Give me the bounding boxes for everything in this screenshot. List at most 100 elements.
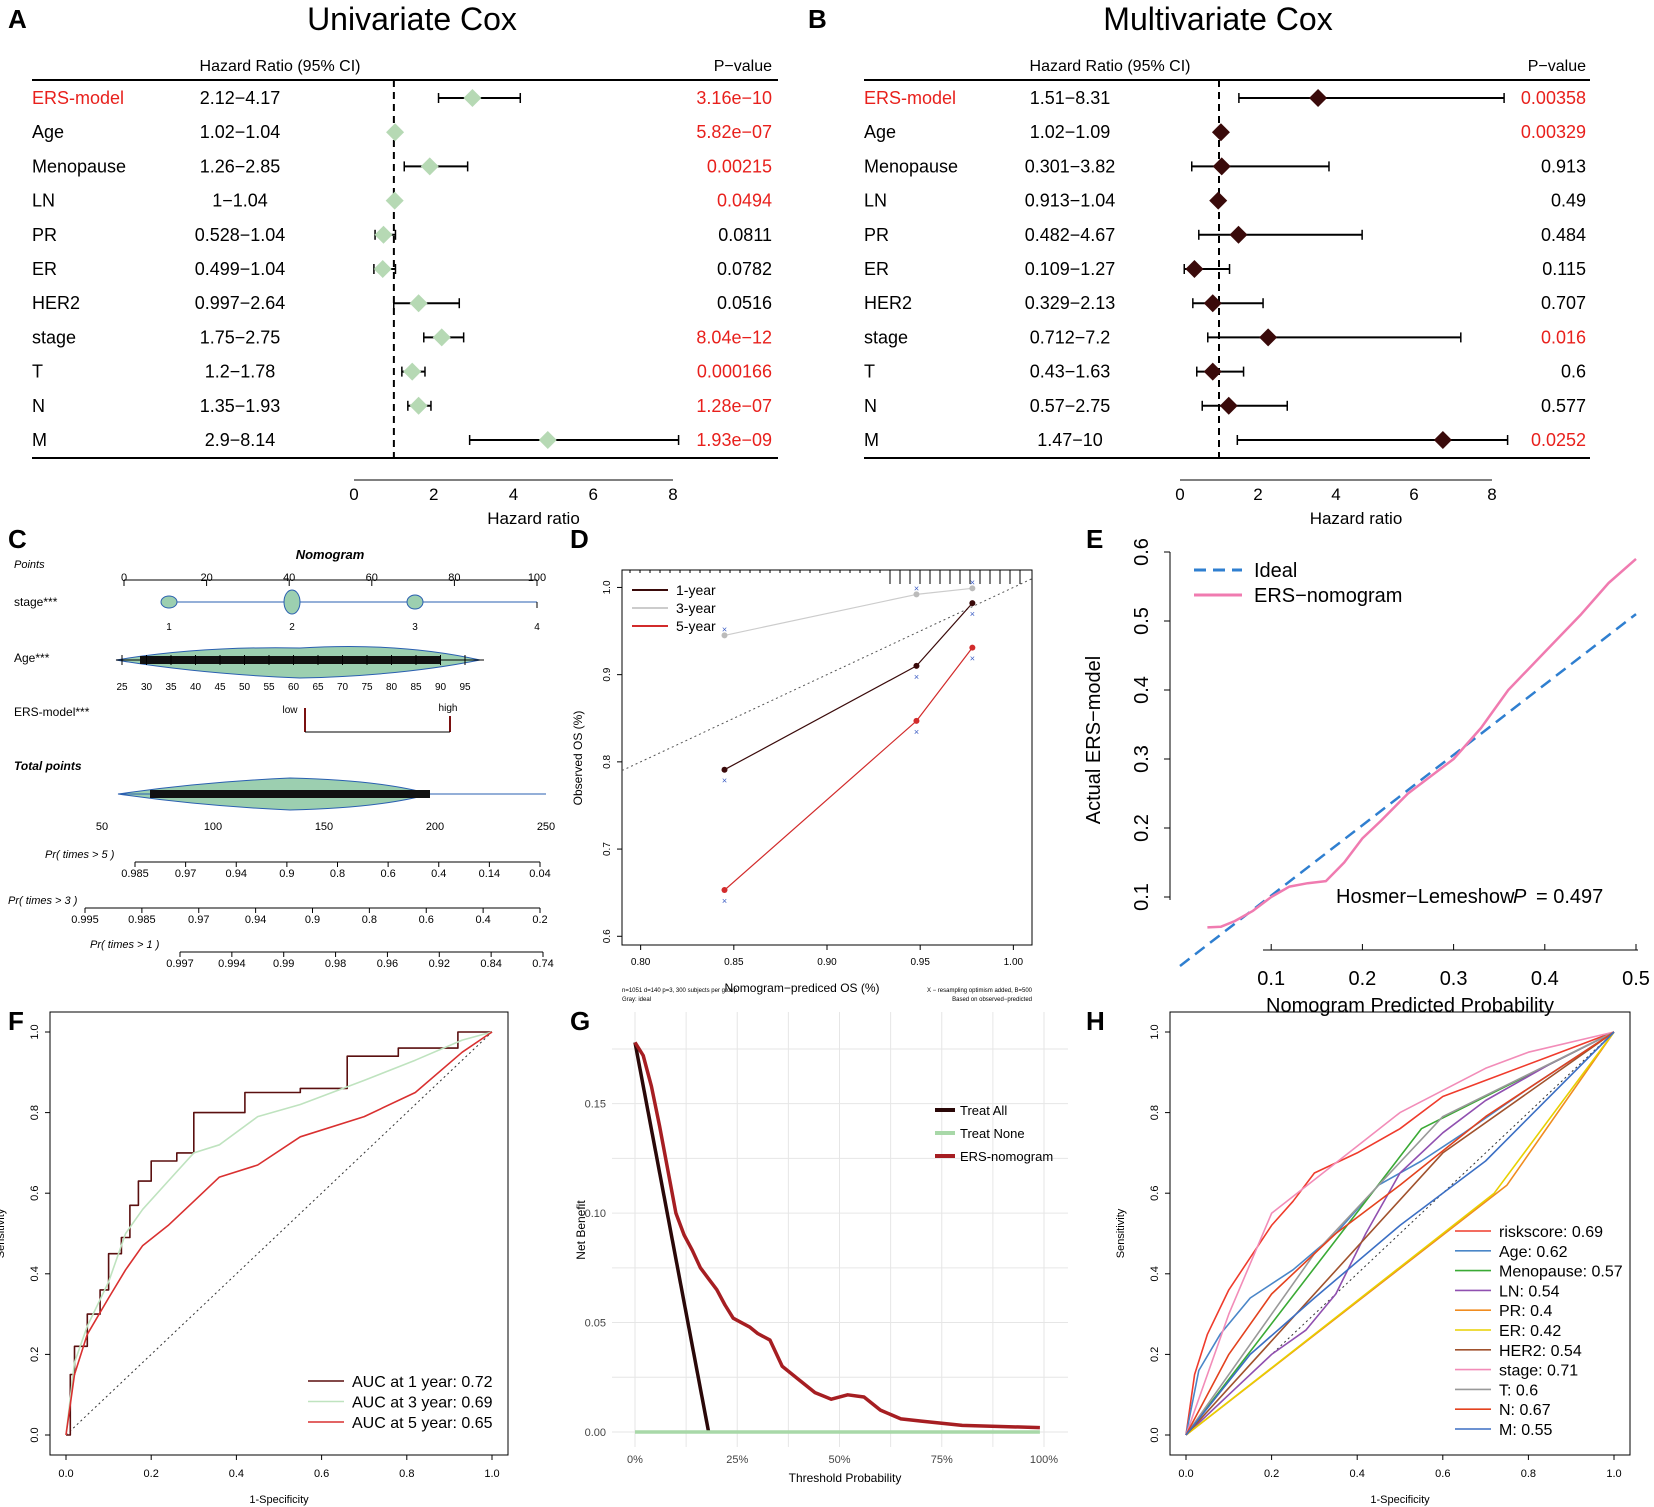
forest-row-name: PR — [864, 225, 889, 245]
forest-row-ci: 0.57−2.75 — [1030, 396, 1111, 416]
nomogram-age-tick-label: 25 — [116, 682, 128, 693]
nomogram-age-tick-label: 30 — [141, 682, 153, 693]
roc-h-curve — [1185, 1031, 1615, 1436]
nomogram-pr5-tick-label: 0.6 — [380, 868, 395, 880]
roc-f-y-tick-label: 0.8 — [29, 1105, 41, 1120]
forest-x-label-a: Hazard ratio — [487, 509, 580, 528]
forest-row-pvalue: 0.49 — [1551, 191, 1586, 211]
forest-estimate-marker — [1203, 294, 1222, 313]
nomogram-pr1-tick-label: 0.99 — [273, 958, 294, 970]
dca-legend-label: Treat All — [960, 1103, 1007, 1118]
nomogram-pr5-tick-label: 0.94 — [226, 868, 247, 880]
roc-h-x-tick-label: 0.6 — [1435, 1468, 1450, 1480]
panel-label-d: D — [570, 524, 589, 554]
dca-curve — [633, 1041, 1040, 1430]
forest-row-pvalue: 0.707 — [1541, 293, 1586, 313]
calib-x-label: Nomogram−prediced OS (%) — [724, 981, 879, 995]
nomogram-total-tick-label: 50 — [96, 821, 108, 833]
nomogram-age-tick-label: 35 — [165, 682, 177, 693]
calib-y-tick-label: 0.8 — [602, 754, 613, 768]
roc-f-x-tick-label: 0.8 — [399, 1468, 414, 1480]
nomogram-pr5-tick-label: 0.04 — [529, 868, 550, 880]
nomogram-age-tick-label: 75 — [361, 682, 373, 693]
forest-x-tick-label: 0 — [349, 485, 358, 504]
nomogram-total-rug — [150, 790, 430, 798]
forest-row-name: T — [864, 362, 875, 382]
calib-series-3-year — [724, 587, 973, 636]
dca-x-tick-label: 75% — [931, 1454, 953, 1466]
forest-row-ci: 0.43−1.63 — [1030, 362, 1111, 382]
forest-row-name: Menopause — [864, 156, 958, 176]
panel-label-g: G — [570, 1006, 590, 1036]
calib-resample-marker: × — [914, 727, 919, 737]
roc-f-frame — [49, 1011, 509, 1456]
calib-point — [721, 766, 728, 773]
roc-h-x-tick-label: 0.0 — [1178, 1468, 1193, 1480]
hl-y-label: Actual ERS−model — [1083, 656, 1105, 824]
roc-f-x-tick-label: 1.0 — [484, 1468, 499, 1480]
forest-estimate-marker — [1259, 328, 1278, 347]
dca-y-tick-label: 0.10 — [585, 1208, 606, 1220]
forest-x-label-b: Hazard ratio — [1310, 509, 1403, 528]
calib-series-5-year — [724, 647, 973, 891]
nomogram-stage-tick-label: 2 — [289, 622, 295, 633]
calib-y-tick-label: 0.9 — [602, 667, 613, 681]
forest-row-name: M — [32, 430, 47, 450]
roc-f-x-label: 1-Specificity — [249, 1494, 309, 1506]
forest-title-a: Univariate Cox — [307, 1, 517, 37]
roc-h-curve — [1185, 1031, 1615, 1436]
forest-row-ci: 1.26−2.85 — [200, 156, 281, 176]
calib-y-label: Observed OS (%) — [571, 711, 585, 806]
forest-x-tick-label: 2 — [429, 485, 438, 504]
nomogram-pr3-tick-label: 0.6 — [419, 914, 434, 926]
roc-f-y-tick-label: 0.0 — [29, 1427, 41, 1442]
roc-f-y-tick-label: 0.2 — [29, 1347, 41, 1362]
nomogram-stage-density — [283, 589, 301, 615]
calib-series-1-year — [724, 602, 973, 771]
hl-x-tick-label: 0.3 — [1440, 968, 1468, 990]
forest-row-pvalue: 0.0252 — [1531, 430, 1586, 450]
roc-h-legend-label: Age: 0.62 — [1499, 1244, 1568, 1261]
forest-row-name: Age — [32, 122, 64, 142]
forest-row-ci: 1.51−8.31 — [1030, 88, 1111, 108]
roc-f-y-tick-label: 1.0 — [29, 1024, 41, 1039]
forest-row-name: HER2 — [32, 293, 80, 313]
forest-row-pvalue: 1.28e−07 — [696, 396, 772, 416]
forest-row-name: T — [32, 362, 43, 382]
nomogram-stage-density — [406, 594, 424, 610]
roc-h-curve — [1185, 1031, 1615, 1436]
nomogram-pr1-tick-label: 0.84 — [480, 958, 501, 970]
nomogram-ers-high: high — [439, 703, 458, 714]
forest-title-b: Multivariate Cox — [1103, 1, 1332, 37]
roc-h-x-tick-label: 0.4 — [1350, 1468, 1365, 1480]
calib-legend-label: 3-year — [676, 600, 716, 616]
forest-row-ci: 0.109−1.27 — [1025, 259, 1116, 279]
nomogram-stage-tick-label: 3 — [412, 622, 418, 633]
forest-estimate-marker — [1433, 431, 1452, 449]
nomogram-pr3-tick-label: 0.97 — [188, 914, 209, 926]
panel-label-c: C — [8, 524, 27, 554]
roc-h-x-tick-label: 0.2 — [1264, 1468, 1279, 1480]
roc-f-legend-label: AUC at 1 year: 0.72 — [352, 1374, 493, 1391]
roc-f-legend-label: AUC at 5 year: 0.65 — [352, 1415, 493, 1432]
nomogram-pr3-tick-label: 0.2 — [532, 914, 547, 926]
forest-row-pvalue: 0.0516 — [717, 293, 772, 313]
nomogram-title: Nomogram — [296, 547, 365, 562]
forest-x-tick-label: 4 — [509, 485, 518, 504]
nomogram-total-tick-label: 100 — [204, 821, 222, 833]
hl-annotation-prefix: Hosmer−Lemeshow — [1336, 886, 1515, 908]
nomogram-age-tick-label: 55 — [263, 682, 275, 693]
forest-estimate-marker — [463, 89, 482, 107]
nomogram-total-tick-label: 150 — [315, 821, 333, 833]
hl-x-tick-label: 0.1 — [1257, 968, 1285, 990]
dca-x-tick-label: 100% — [1030, 1454, 1058, 1466]
calib-legend-label: 1-year — [676, 582, 716, 598]
forest-estimate-marker — [432, 328, 451, 347]
forest-row-ci: 0.499−1.04 — [195, 259, 286, 279]
calib-resample-marker: × — [722, 776, 727, 786]
nomogram-age-tick-label: 95 — [459, 682, 471, 693]
roc-h-y-tick-label: 1.0 — [1149, 1024, 1161, 1039]
forest-estimate-marker — [1212, 157, 1231, 176]
roc-h-y-label: Sensitivity — [1115, 1208, 1127, 1258]
dca-x-tick-label: 25% — [726, 1454, 748, 1466]
